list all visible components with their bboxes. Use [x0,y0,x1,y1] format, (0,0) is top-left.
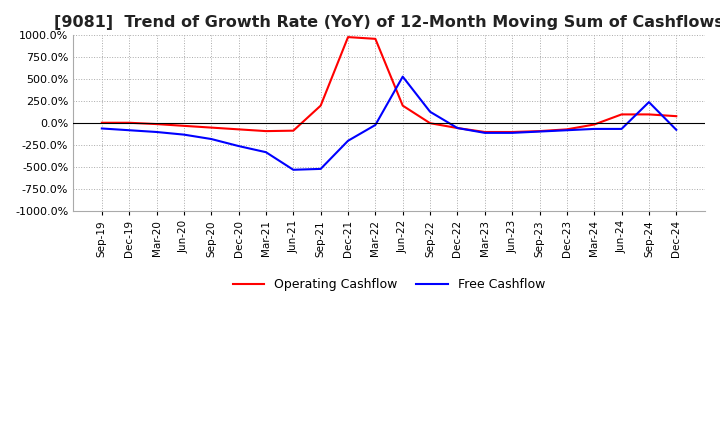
Free Cashflow [508,130,516,136]
Free Cashflow [426,109,434,114]
Legend: Operating Cashflow, Free Cashflow: Operating Cashflow, Free Cashflow [228,273,550,296]
Operating Cashflow [398,103,407,108]
Operating Cashflow [617,112,626,117]
Operating Cashflow [590,122,598,127]
Operating Cashflow [535,128,544,134]
Operating Cashflow [371,36,379,41]
Operating Cashflow [125,120,133,125]
Operating Cashflow [508,129,516,135]
Operating Cashflow [672,114,680,119]
Free Cashflow [261,150,270,155]
Operating Cashflow [644,112,653,117]
Operating Cashflow [152,121,161,127]
Operating Cashflow [234,127,243,132]
Free Cashflow [152,129,161,135]
Free Cashflow [234,143,243,149]
Free Cashflow [453,125,462,131]
Free Cashflow [535,129,544,134]
Operating Cashflow [261,128,270,134]
Free Cashflow [480,130,489,136]
Free Cashflow [125,128,133,133]
Free Cashflow [398,74,407,79]
Free Cashflow [343,138,352,143]
Free Cashflow [562,128,571,133]
Free Cashflow [97,126,106,131]
Title: [9081]  Trend of Growth Rate (YoY) of 12-Month Moving Sum of Cashflows: [9081] Trend of Growth Rate (YoY) of 12-… [54,15,720,30]
Operating Cashflow [179,123,188,128]
Operating Cashflow [289,128,297,133]
Operating Cashflow [316,103,325,108]
Operating Cashflow [343,34,352,40]
Line: Free Cashflow: Free Cashflow [102,77,676,170]
Operating Cashflow [426,121,434,126]
Line: Operating Cashflow: Operating Cashflow [102,37,676,132]
Free Cashflow [672,127,680,132]
Operating Cashflow [480,129,489,135]
Operating Cashflow [207,125,215,130]
Operating Cashflow [562,127,571,132]
Operating Cashflow [453,125,462,131]
Free Cashflow [617,126,626,132]
Operating Cashflow [97,120,106,125]
Free Cashflow [316,166,325,172]
Free Cashflow [644,99,653,105]
Free Cashflow [207,136,215,142]
Free Cashflow [179,132,188,137]
Free Cashflow [590,126,598,132]
Free Cashflow [289,167,297,172]
Free Cashflow [371,122,379,128]
